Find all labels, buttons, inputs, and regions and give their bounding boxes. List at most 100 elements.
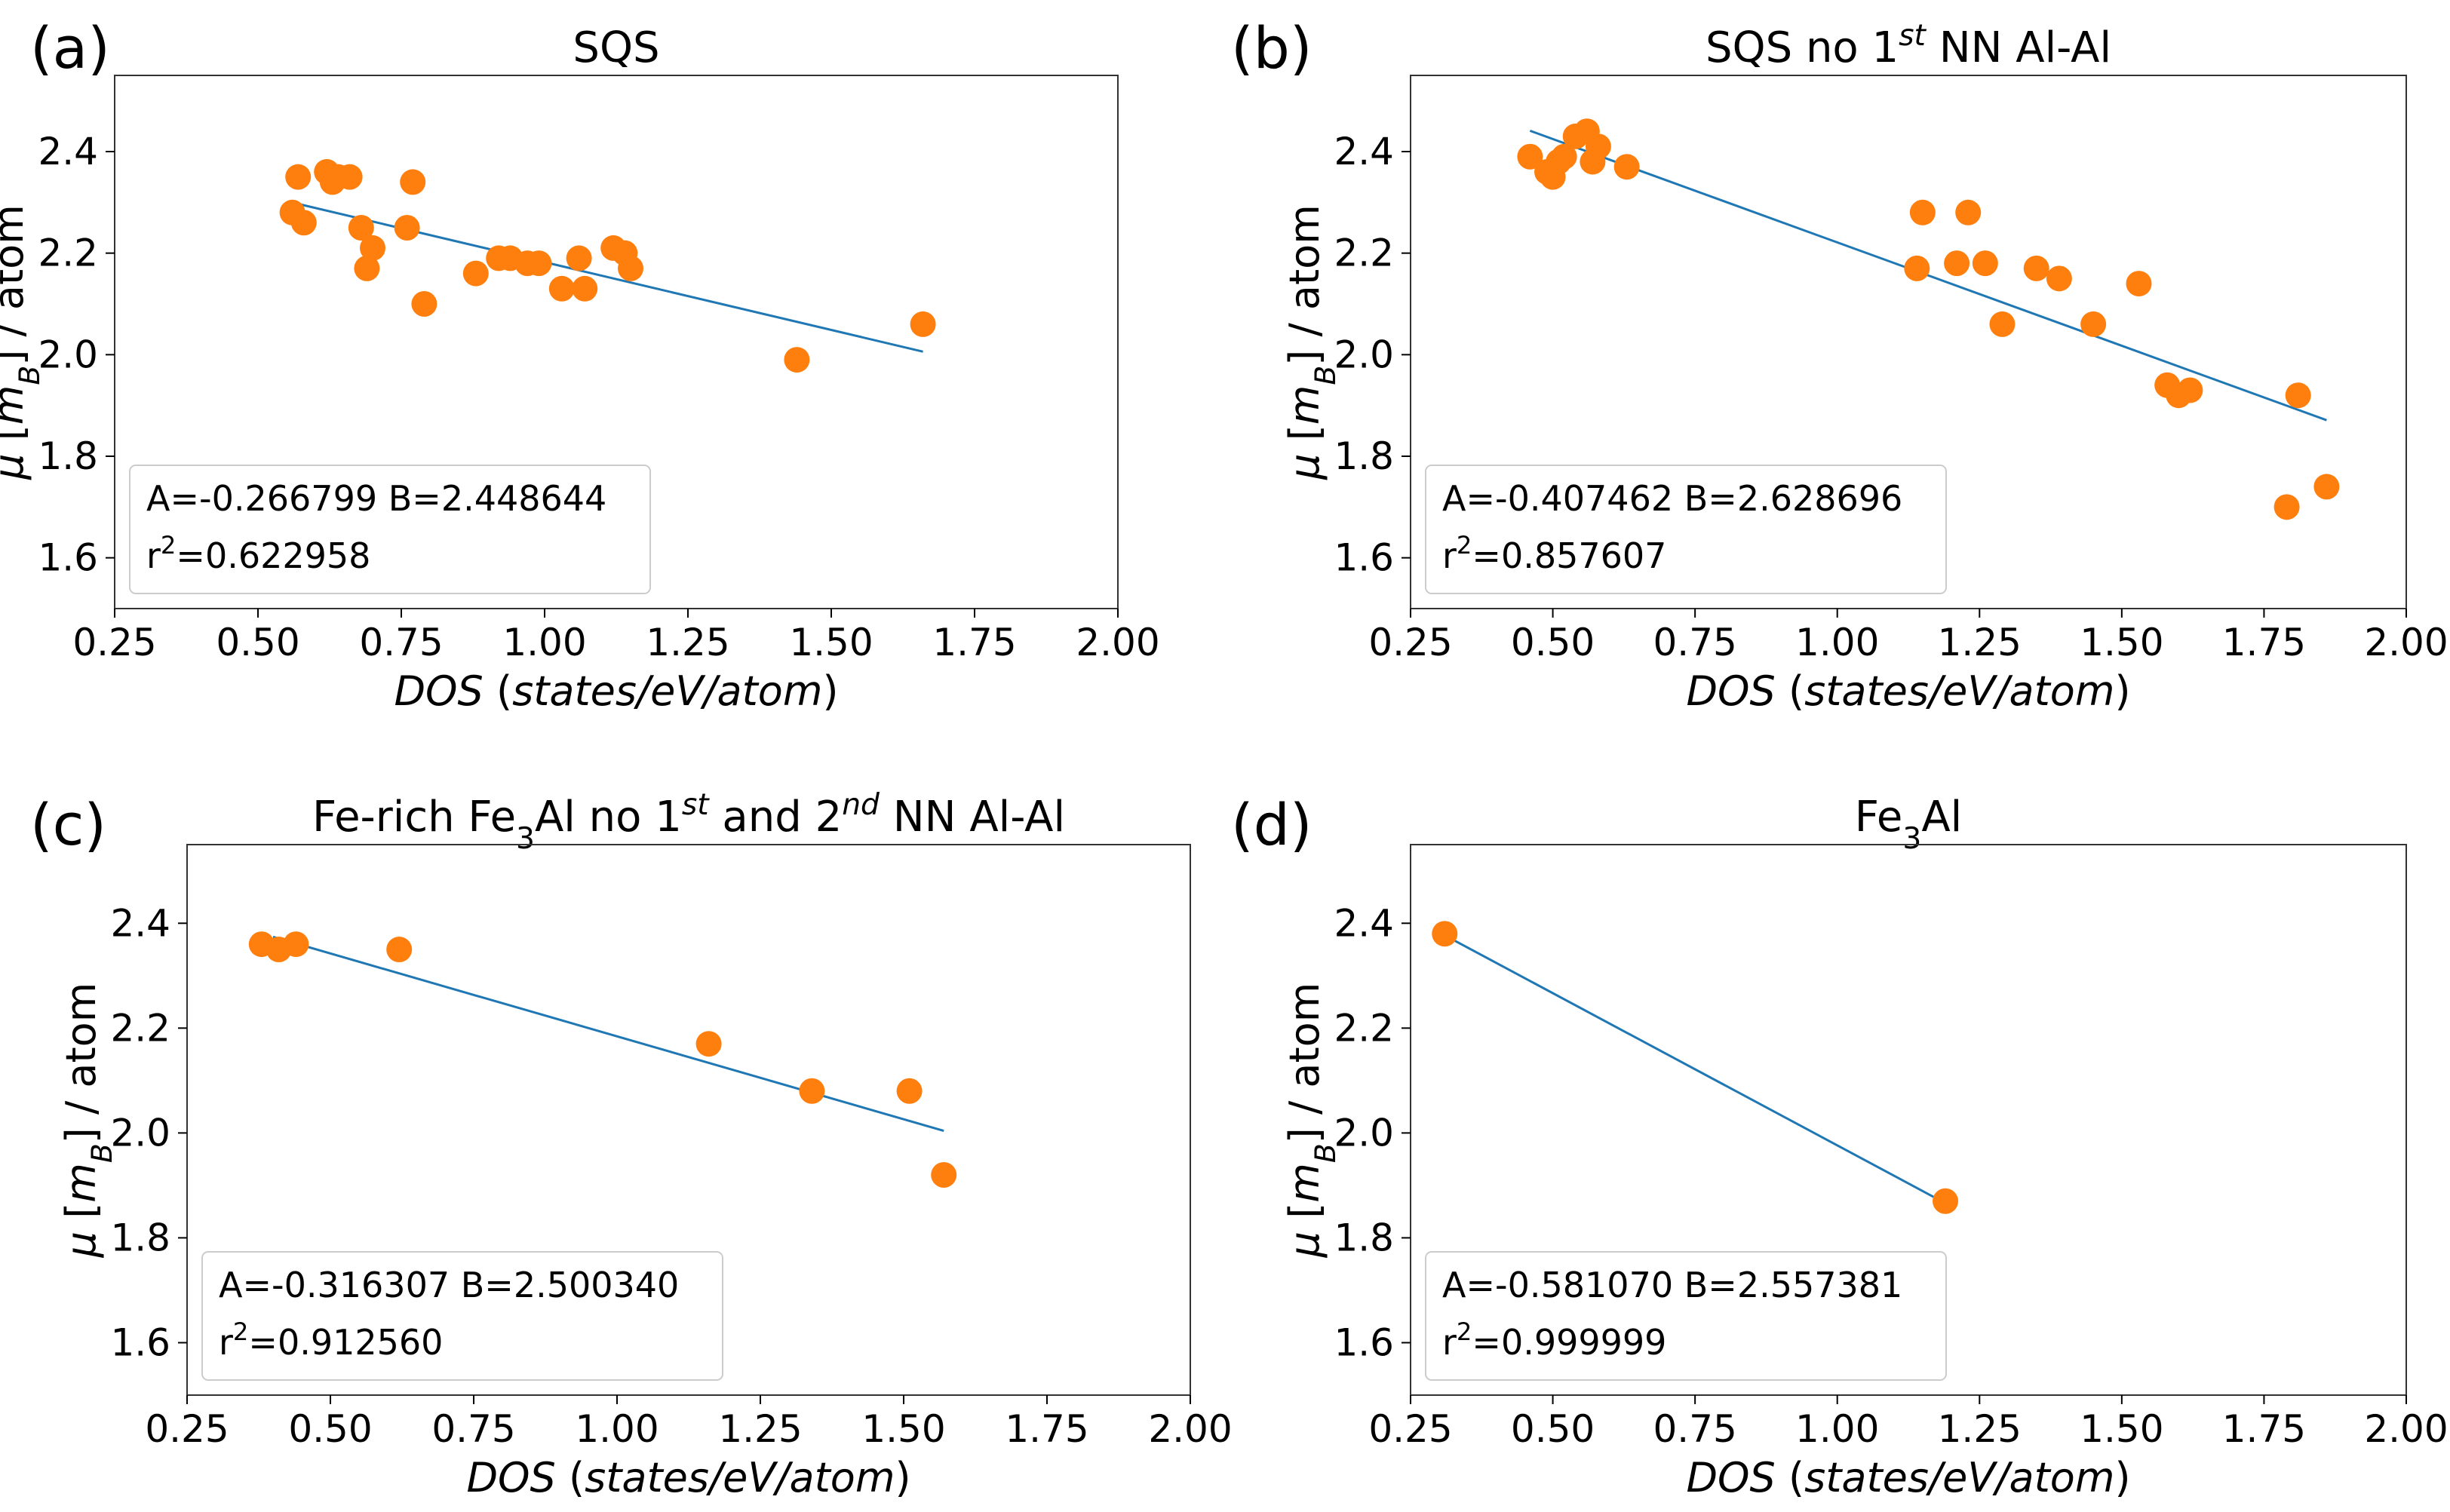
fit-line bbox=[297, 202, 923, 353]
data-point bbox=[548, 275, 575, 302]
y-axis-label: μ [mB] / atom bbox=[0, 204, 46, 480]
data-point bbox=[799, 1078, 825, 1104]
data-point bbox=[695, 1031, 722, 1057]
data-point bbox=[1904, 255, 1930, 281]
text-part: ) bbox=[895, 1454, 910, 1501]
x-tick-label: 1.00 bbox=[502, 621, 586, 664]
data-point bbox=[386, 937, 413, 963]
chart-panel: (a) SQS 0.25 0.50 0.75 1.00 1.25 1.50 1.75 2.00 1.… bbox=[0, 14, 1160, 715]
text-part: m bbox=[1281, 385, 1328, 425]
data-point bbox=[400, 169, 426, 195]
data-point bbox=[1613, 154, 1640, 180]
text-part: μ bbox=[57, 1231, 105, 1258]
data-point bbox=[618, 255, 643, 281]
x-tick-label: 0.25 bbox=[1368, 621, 1452, 664]
text-part: =0.622958 bbox=[176, 535, 370, 576]
x-tick-label: 0.75 bbox=[431, 1407, 515, 1451]
y-tick-label: 1.8 bbox=[110, 1216, 170, 1259]
text-part: m bbox=[57, 1163, 105, 1203]
text-part: NN Al-Al bbox=[880, 793, 1065, 842]
y-tick-label: 1.6 bbox=[1334, 1320, 1394, 1364]
text-part: m bbox=[1281, 1163, 1328, 1203]
text-part: DOS bbox=[1686, 1454, 1775, 1501]
text-part: st bbox=[1899, 19, 1927, 53]
data-point bbox=[2177, 377, 2203, 403]
data-point bbox=[526, 250, 552, 277]
y-tick-label: 2.4 bbox=[110, 901, 170, 945]
text-part: states/eV/atom bbox=[1804, 1454, 2114, 1501]
x-tick-label: 1.75 bbox=[2222, 1407, 2306, 1451]
text-part: ( bbox=[1776, 1454, 1804, 1501]
x-tick-label: 0.25 bbox=[145, 1407, 229, 1451]
data-point bbox=[394, 215, 420, 241]
text-part: Al bbox=[1921, 793, 1962, 842]
text-part: 2 bbox=[233, 1317, 248, 1346]
x-tick-label: 1.50 bbox=[861, 1407, 945, 1451]
data-point bbox=[1989, 311, 2016, 337]
y-tick-label: 2.4 bbox=[1334, 901, 1394, 945]
plot-area bbox=[1410, 75, 2407, 609]
text-part: B bbox=[1309, 366, 1342, 385]
y-axis-label: μ [mB] / atom bbox=[1281, 983, 1342, 1259]
r-squared: r2=0.999999 bbox=[1442, 1317, 1666, 1363]
annotation-box bbox=[129, 465, 651, 594]
y-tick-label: 1.6 bbox=[110, 1320, 170, 1364]
fit-coefficients: A=-0.581070 B=2.557381 bbox=[1442, 1265, 1902, 1305]
text-part: Al no 1 bbox=[535, 793, 682, 842]
text-part: ] / atom bbox=[1281, 983, 1328, 1144]
text-part: =0.912560 bbox=[248, 1322, 443, 1363]
x-tick-label: 0.75 bbox=[359, 621, 443, 664]
text-part: Fe-rich Fe bbox=[312, 793, 516, 842]
y-tick-label: 1.8 bbox=[38, 434, 98, 478]
x-tick-label: 1.25 bbox=[1938, 621, 2022, 664]
data-point bbox=[283, 931, 309, 958]
data-point bbox=[931, 1162, 957, 1188]
data-point bbox=[2046, 265, 2072, 292]
annotation-box bbox=[201, 1251, 723, 1381]
fit-coefficients: A=-0.266799 B=2.448644 bbox=[146, 478, 606, 519]
y-tick-label: 2.2 bbox=[110, 1006, 170, 1050]
x-tick-label: 1.75 bbox=[932, 621, 1016, 664]
x-tick-label: 1.25 bbox=[1938, 1407, 2022, 1451]
chart-title: Fe-rich Fe3Al no 1st and 2nd NN Al-Al bbox=[312, 788, 1065, 856]
text-part: [ bbox=[57, 1203, 105, 1231]
chart-panel: (c) Fe-rich Fe3Al no 1st and 2nd NN Al-Al… bbox=[30, 788, 1233, 1502]
text-part: 2 bbox=[161, 531, 176, 560]
data-point bbox=[348, 215, 374, 241]
x-tick-label: 1.50 bbox=[2080, 621, 2163, 664]
data-point bbox=[462, 260, 489, 287]
data-point bbox=[2273, 494, 2300, 520]
x-tick-label: 0.50 bbox=[288, 1407, 372, 1451]
text-part: nd bbox=[842, 788, 880, 822]
data-point bbox=[2285, 382, 2311, 409]
text-part: 2 bbox=[1457, 531, 1472, 560]
y-axis-label: μ [mB] / atom bbox=[57, 983, 118, 1259]
data-point bbox=[2126, 271, 2152, 297]
text-part: 3 bbox=[1902, 822, 1921, 856]
text-part: SQS bbox=[573, 23, 659, 72]
panel-label: (b) bbox=[1231, 14, 1312, 81]
x-tick-label: 2.00 bbox=[2364, 1407, 2448, 1451]
text-part: μ bbox=[1281, 1231, 1328, 1258]
text-part: states/eV/atom bbox=[1804, 667, 2114, 715]
x-axis-label: DOS (states/eV/atom) bbox=[394, 667, 838, 715]
text-part: [ bbox=[0, 425, 32, 453]
data-point bbox=[336, 164, 363, 190]
x-tick-label: 2.00 bbox=[2364, 621, 2448, 664]
x-tick-label: 0.25 bbox=[72, 621, 156, 664]
plot-area bbox=[1410, 844, 2407, 1396]
text-part: DOS bbox=[466, 1454, 555, 1501]
data-point bbox=[1432, 921, 1458, 947]
annotation-box bbox=[1425, 1251, 1947, 1381]
text-part: states/eV/atom bbox=[585, 1454, 895, 1501]
text-part: r bbox=[1442, 535, 1457, 576]
text-part: =0.857607 bbox=[1472, 535, 1666, 576]
data-point bbox=[1585, 133, 1611, 160]
y-tick-label: 2.4 bbox=[1334, 130, 1394, 173]
text-part: Fe bbox=[1855, 793, 1903, 842]
y-tick-label: 1.6 bbox=[38, 536, 98, 580]
y-axis-label: μ [mB] / atom bbox=[1281, 204, 1342, 480]
text-part: ] / atom bbox=[57, 983, 105, 1144]
x-tick-label: 2.00 bbox=[1076, 621, 1159, 664]
